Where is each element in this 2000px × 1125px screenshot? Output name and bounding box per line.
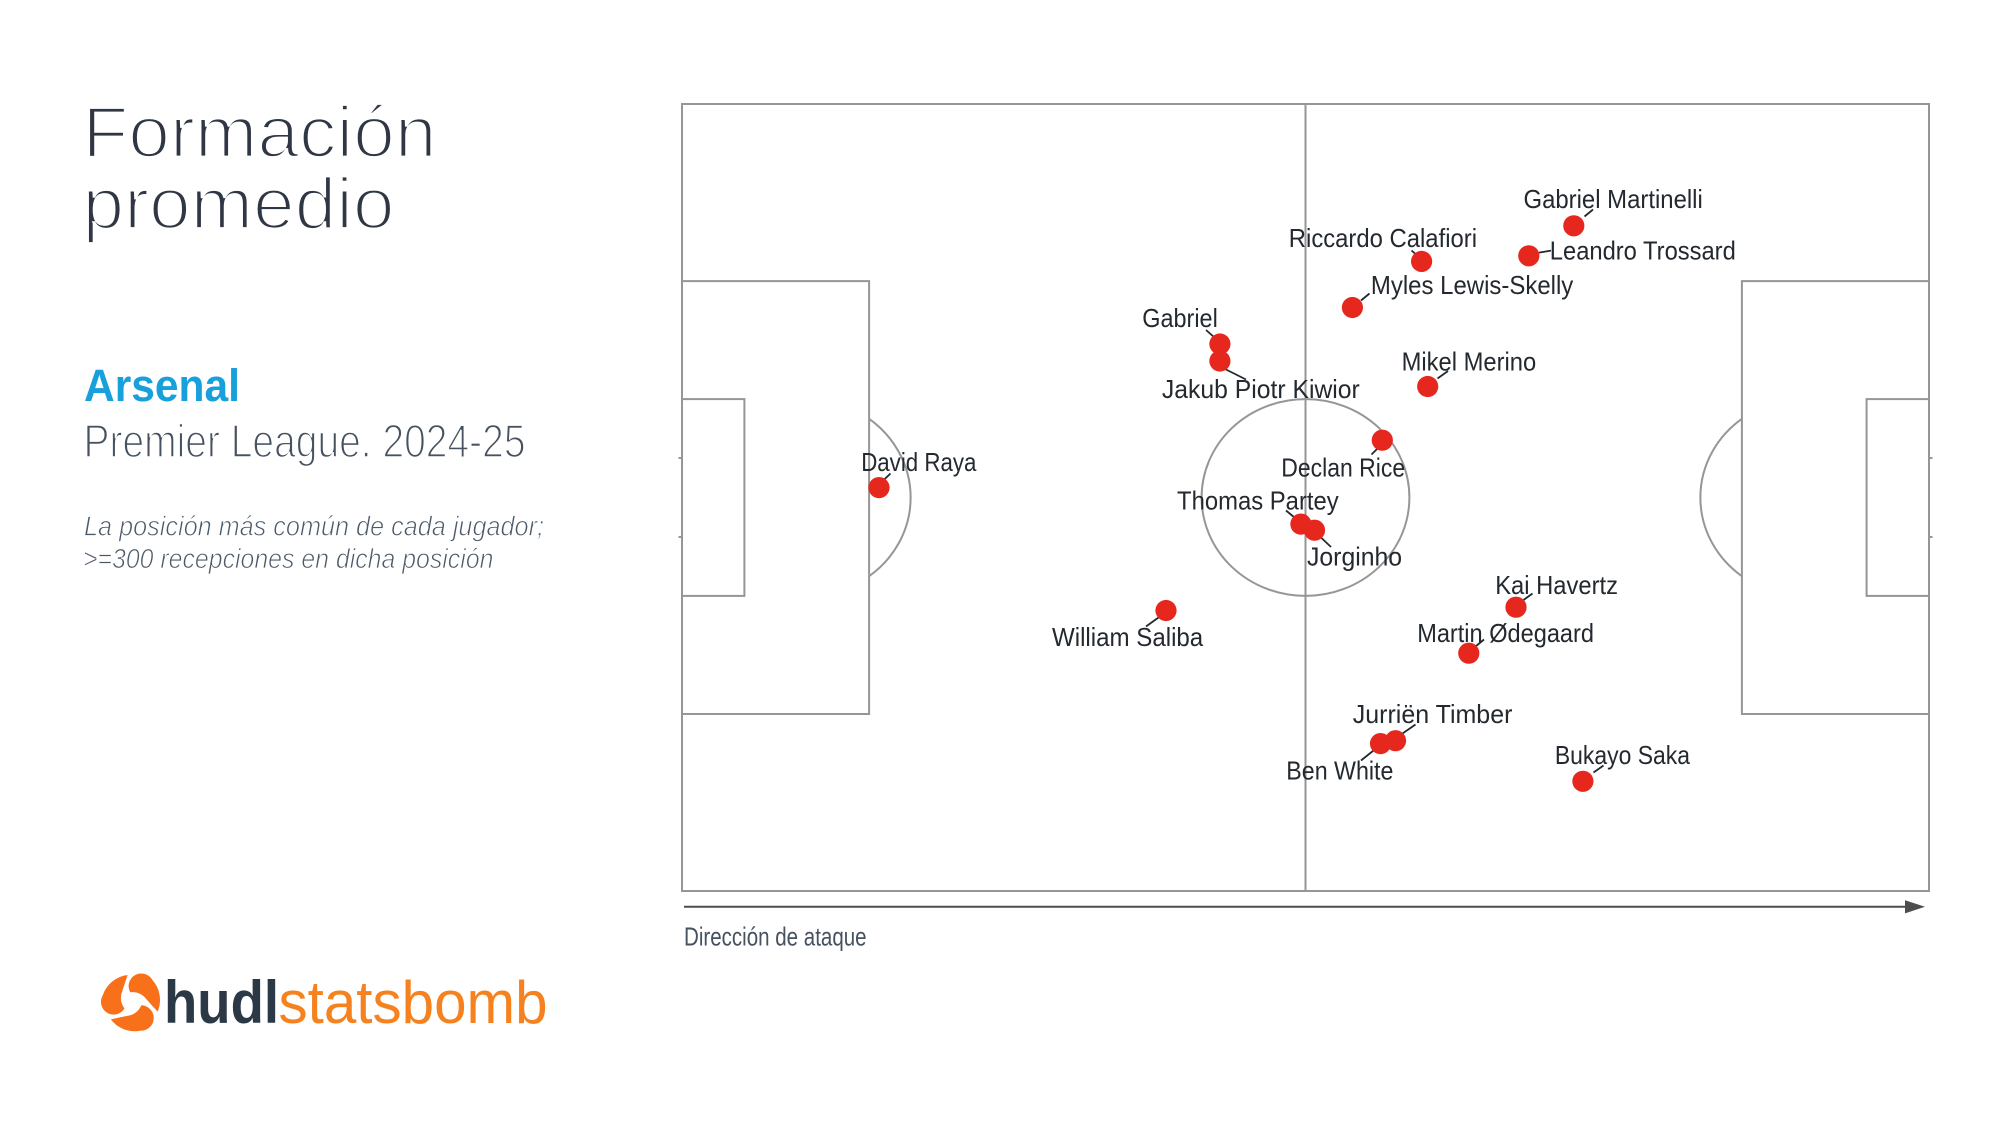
svg-text:Arsenal: Arsenal — [84, 360, 240, 411]
svg-text:David Raya: David Raya — [861, 447, 977, 477]
svg-text:Premier League. 2024-25: Premier League. 2024-25 — [84, 415, 526, 467]
svg-text:promedio: promedio — [83, 165, 395, 245]
svg-text:Gabriel: Gabriel — [1142, 303, 1218, 333]
svg-text:William Saliba: William Saliba — [1052, 622, 1204, 652]
svg-text:La posición más común de cada: La posición más común de cada jugador; — [84, 511, 544, 542]
svg-text:Gabriel Martinelli: Gabriel Martinelli — [1524, 184, 1703, 214]
svg-text:hudl: hudl — [164, 969, 279, 1036]
svg-text:Jorginho: Jorginho — [1307, 542, 1402, 572]
svg-text:Dirección de ataque: Dirección de ataque — [684, 921, 867, 951]
svg-text:Thomas Partey: Thomas Partey — [1177, 486, 1339, 516]
svg-text:Jurriën Timber: Jurriën Timber — [1353, 699, 1513, 729]
svg-text:Martin Ødegaard: Martin Ødegaard — [1417, 618, 1594, 648]
svg-text:Jakub Piotr Kiwior: Jakub Piotr Kiwior — [1162, 374, 1360, 404]
svg-text:Leandro Trossard: Leandro Trossard — [1550, 236, 1736, 266]
svg-text:statsbomb: statsbomb — [279, 969, 548, 1036]
svg-text:Mikel Merino: Mikel Merino — [1402, 347, 1537, 377]
svg-text:Declan Rice: Declan Rice — [1281, 452, 1405, 482]
svg-text:Bukayo Saka: Bukayo Saka — [1555, 740, 1691, 770]
svg-text:Formación: Formación — [83, 93, 437, 173]
svg-text:Kai Havertz: Kai Havertz — [1495, 570, 1618, 600]
svg-text:Myles Lewis-Skelly: Myles Lewis-Skelly — [1371, 270, 1573, 300]
svg-text:Ben White: Ben White — [1286, 756, 1393, 786]
svg-text:Riccardo Calafiori: Riccardo Calafiori — [1289, 223, 1477, 253]
svg-text:>=300 recepciones en dicha pos: >=300 recepciones en dicha posición — [83, 543, 493, 574]
